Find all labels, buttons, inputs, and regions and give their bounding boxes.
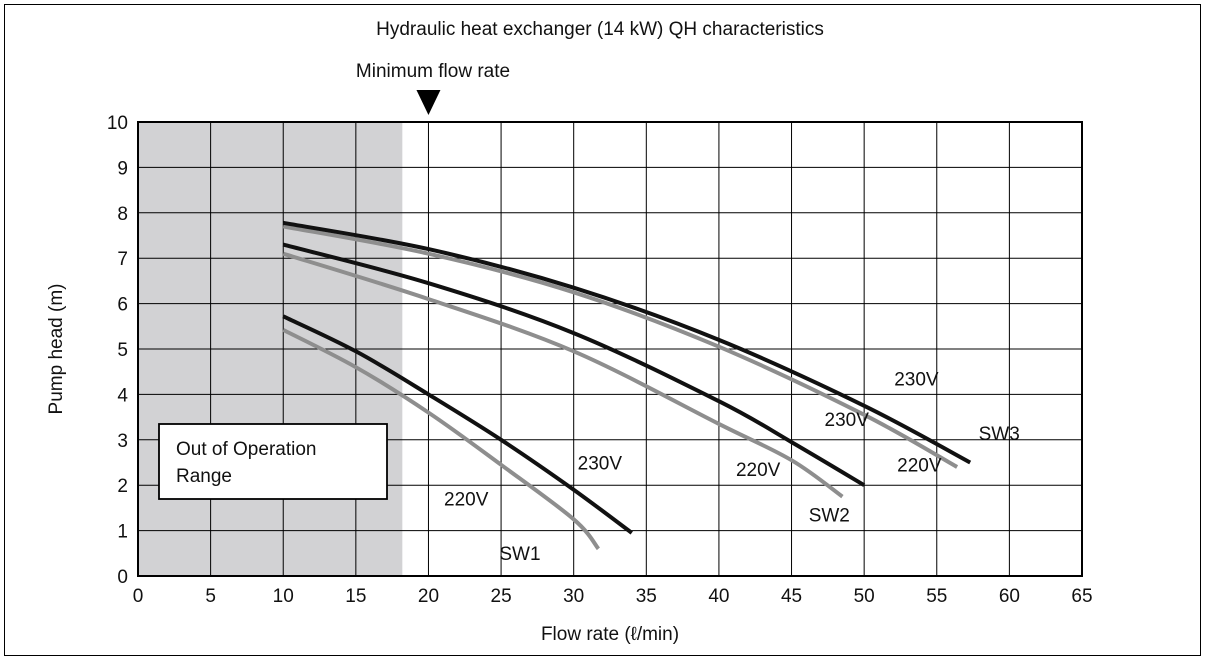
curve-label: SW1 — [499, 544, 540, 565]
curve-label: 230V — [825, 410, 870, 431]
y-tick-label: 3 — [117, 431, 128, 452]
curve-label: 220V — [444, 490, 489, 511]
y-tick-label: 0 — [117, 567, 128, 588]
x-axis-label: Flow rate (ℓ/min) — [541, 624, 679, 645]
y-axis-label: Pump head (m) — [46, 284, 67, 415]
y-tick-label: 5 — [117, 340, 128, 361]
x-tick-label: 25 — [491, 586, 512, 607]
y-tick-label: 10 — [107, 113, 128, 134]
x-tick-label: 30 — [563, 586, 584, 607]
plot-border — [137, 121, 1083, 577]
curve-label: SW2 — [809, 506, 850, 527]
curve-sw3-230v — [282, 220, 972, 465]
x-tick-label: 35 — [636, 586, 657, 607]
figure-frame — [4, 4, 1201, 656]
y-tick-label: 9 — [117, 158, 128, 179]
y-tick-label: 4 — [117, 385, 128, 406]
out-of-operation-label-range: Range — [176, 466, 232, 487]
y-tick-label: 6 — [117, 295, 128, 316]
x-tick-label: 40 — [708, 586, 729, 607]
x-tick-label: 45 — [781, 586, 802, 607]
y-tick-label: 1 — [117, 522, 128, 543]
curve-sw3-220v — [282, 224, 959, 469]
curve-sw2-230v — [282, 242, 866, 487]
curve-label: 220V — [736, 460, 781, 481]
x-tick-label: 0 — [133, 586, 144, 607]
x-tick-label: 10 — [273, 586, 294, 607]
x-tick-label: 50 — [854, 586, 875, 607]
x-tick-label: 60 — [999, 586, 1020, 607]
minimum-flow-label: Minimum flow rate — [356, 61, 510, 82]
curve-label: 230V — [894, 369, 939, 390]
curve-sw2-220v — [282, 251, 844, 499]
curve-label: 220V — [897, 456, 942, 477]
x-tick-label: 20 — [418, 586, 439, 607]
x-tick-label: 5 — [205, 586, 216, 607]
curve-label: 230V — [578, 453, 623, 474]
y-tick-label: 2 — [117, 476, 128, 497]
out-of-operation-label: Out of Operation — [176, 439, 316, 460]
x-tick-label: 55 — [926, 586, 947, 607]
x-tick-label: 65 — [1071, 586, 1092, 607]
out-of-operation-box-border — [158, 423, 388, 500]
curve-label: SW3 — [979, 424, 1020, 445]
x-tick-label: 15 — [345, 586, 366, 607]
chart-title: Hydraulic heat exchanger (14 kW) QH char… — [376, 19, 824, 40]
minimum-flow-arrow-icon — [416, 90, 441, 115]
y-tick-label: 8 — [117, 204, 128, 225]
curve-sw1-230v — [282, 314, 633, 535]
y-tick-label: 7 — [117, 249, 128, 270]
curve-sw1-220v — [282, 328, 600, 551]
out-of-operation-box: Out of Operation Range — [158, 423, 388, 500]
